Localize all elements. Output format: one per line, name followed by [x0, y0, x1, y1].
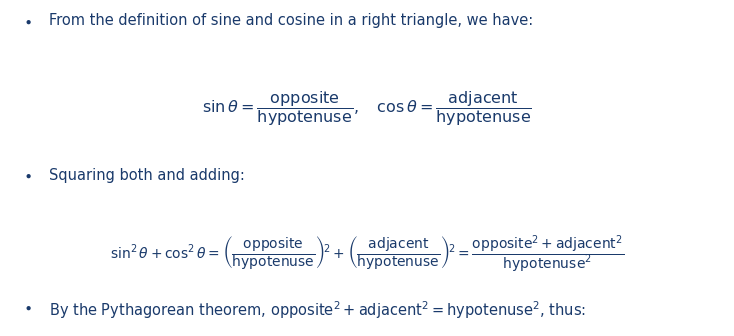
- Text: $\bullet$: $\bullet$: [23, 300, 32, 315]
- Text: $\bullet$: $\bullet$: [23, 13, 32, 28]
- Text: Squaring both and adding:: Squaring both and adding:: [49, 168, 245, 183]
- Text: $\sin\theta = \dfrac{\mathrm{opposite}}{\mathrm{hypotenuse}},\quad \cos\theta = : $\sin\theta = \dfrac{\mathrm{opposite}}{…: [202, 89, 532, 128]
- Text: $\bullet$: $\bullet$: [23, 168, 32, 183]
- Text: $\sin^2\theta + \cos^2\theta = \left(\dfrac{\mathrm{opposite}}{\mathrm{hypotenus: $\sin^2\theta + \cos^2\theta = \left(\df…: [110, 234, 624, 276]
- Text: From the definition of sine and cosine in a right triangle, we have:: From the definition of sine and cosine i…: [49, 13, 534, 28]
- Text: By the Pythagorean theorem, $\mathrm{opposite}^2 + \mathrm{adjacent}^2 = \mathrm: By the Pythagorean theorem, $\mathrm{opp…: [49, 300, 586, 322]
